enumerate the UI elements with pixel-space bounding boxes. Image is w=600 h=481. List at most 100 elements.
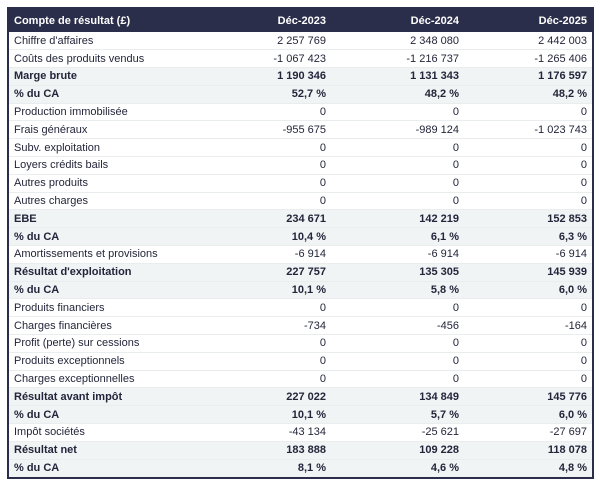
table-row: % du CA 10,4 % 6,1 % 6,3 % [9,227,592,247]
table-body: Chiffre d'affaires 2 257 769 2 348 080 2 44… [9,32,592,477]
table-row: Résultat avant impôt 227 022 134 849 145 77… [9,387,592,407]
row-value: 134 849 [331,387,464,407]
row-value: 1 176 597 [464,67,592,86]
row-value: 4,8 % [558,462,587,475]
row-value: -1 216 737 [331,49,464,69]
row-label: Profit (perte) sur cessions [9,334,219,353]
row-value: -989 124 [331,120,464,140]
row-value: 2 442 003 [464,32,592,51]
table-row: Charges exceptionnelles 0 0 0 [9,370,592,389]
row-label: Frais généraux [9,120,219,140]
row-value: 6,0 % [464,405,592,425]
row-label: Produits exceptionnels [9,352,219,371]
row-value: 4,6 % [430,462,459,475]
row-value: 234 671 [219,209,331,229]
table-row: Produits exceptionnels 0 0 0 [9,352,592,371]
row-value: -27 697 [464,423,592,442]
row-label: Amortissements et provisions [9,245,219,264]
row-value: 142 219 [331,209,464,229]
row-value: 0 [331,352,464,371]
row-value: 0 [464,352,592,371]
row-value: 118 078 [464,441,592,460]
row-label: Impôt sociétés [9,423,219,442]
row-value: -43 134 [219,423,331,442]
header-row: Compte de résultat (£) Déc-2023 Déc-2024… [9,9,592,32]
row-value: -734 [219,316,331,336]
table-row: Production immobilisée 0 0 0 [9,103,592,122]
row-label: % du CA [9,405,219,425]
row-value: 0 [464,370,592,389]
table-row: Chiffre d'affaires 2 257 769 2 348 080 2 44… [9,32,592,51]
row-value: 0 [219,174,331,193]
header-col-dec-2025: Déc-2025 [464,9,592,32]
row-value: -1 023 743 [464,120,592,140]
row-value: 1 131 343 [331,67,464,86]
header-title: Compte de résultat (£) [9,9,219,32]
row-value: 0 [331,103,464,122]
row-value: 6,3 % [464,227,592,247]
table-row: Coûts des produits vendus -1 067 423 -1 21… [9,49,592,69]
row-value: -955 675 [219,120,331,140]
row-label: % du CA [9,281,219,300]
row-value: 10,1 % [219,281,331,300]
header-col-dec-2023: Déc-2023 [219,9,331,32]
row-label: Charges financières [9,316,219,336]
row-value: -456 [331,316,464,336]
row-label: % du CA [9,227,219,247]
row-value: 0 [219,298,331,318]
row-value: 0 [219,334,331,353]
row-value: 52,7 % [219,85,331,104]
table-row: Subv. exploitation 0 0 0 [9,138,592,158]
row-value: 135 305 [331,263,464,282]
row-value: 227 757 [219,263,331,282]
row-value: 0 [331,334,464,353]
row-value: 183 888 [219,441,331,460]
row-value: 10,1 % [219,405,331,425]
row-value: 227 022 [219,387,331,407]
table-row: EBE 234 671 142 219 152 853 [9,209,592,229]
row-value: 0 [464,298,592,318]
row-value: 2 257 769 [219,32,331,51]
row-value: 0 [331,174,464,193]
row-value: 0 [464,192,592,211]
row-value: -164 [464,316,592,336]
table-row: % du CA 52,7 % 48,2 % 48,2 % [9,85,592,104]
row-value: 109 228 [331,441,464,460]
row-label: Autres charges [9,192,219,211]
table-row: Marge brute 1 190 346 1 131 343 1 176 597 [9,67,592,86]
row-label: Autres produits [9,174,219,193]
row-value: -6 914 [464,245,592,264]
row-value: 5,7 % [331,405,464,425]
row-value: 0 [331,138,464,158]
table-row: Autres produits 0 0 0 [9,174,592,193]
row-value: 145 776 [464,387,592,407]
row-value: -1 265 406 [464,49,592,69]
row-label: Loyers crédits bails [9,156,219,175]
row-value: 0 [464,138,592,158]
table-row: Amortissements et provisions -6 914 -6 914… [9,245,592,264]
row-label: Coûts des produits vendus [9,49,219,69]
row-label: Résultat net [9,441,219,460]
row-value: 1 190 346 [219,67,331,86]
row-value: 2 348 080 [331,32,464,51]
table-header: Compte de résultat (£) Déc-2023 Déc-2024… [9,9,592,32]
row-label: % du CA [14,462,60,475]
row-value: 145 939 [464,263,592,282]
row-value: 10,4 % [219,227,331,247]
row-value: 5,8 % [331,281,464,300]
row-value: 48,2 % [331,85,464,104]
row-value: 8,1 % [297,462,326,475]
row-label: Subv. exploitation [9,138,219,158]
row-value: 0 [331,156,464,175]
table-row: Produits financiers 0 0 0 [9,298,592,318]
row-label: EBE [9,209,219,229]
row-label: Résultat avant impôt [9,387,219,407]
row-label: Production immobilisée [9,103,219,122]
table-row: Autres charges 0 0 0 [9,192,592,211]
row-label: Résultat d'exploitation [9,263,219,282]
row-value: 0 [219,103,331,122]
row-value: 0 [464,334,592,353]
row-value: -6 914 [219,245,331,264]
row-value: 6,0 % [464,281,592,300]
row-value: 6,1 % [331,227,464,247]
